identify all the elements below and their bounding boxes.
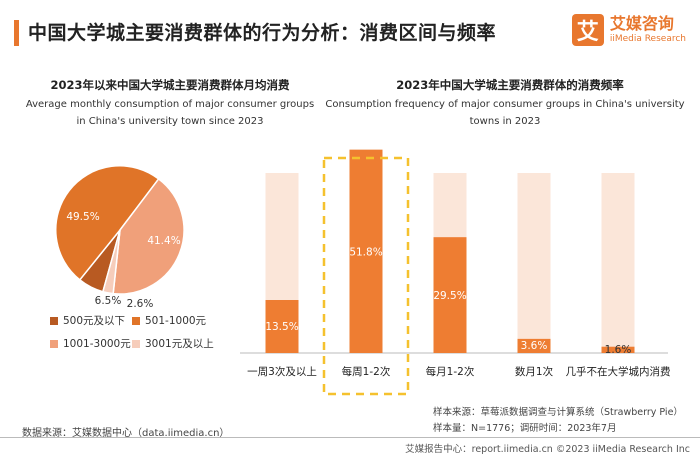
bar-value-label: 13.5%: [265, 321, 298, 333]
brand-logo: 艾 艾媒咨询 iiMedia Research: [571, 14, 686, 46]
pie-slice-label: 6.5%: [95, 295, 122, 307]
legend-swatch: [50, 316, 58, 325]
legend-swatch: [50, 339, 58, 348]
bar-value-label: 29.5%: [433, 290, 466, 302]
highlight-box: [322, 156, 410, 396]
pie-chart-title-en-2: in China's university town since 2023: [76, 116, 264, 127]
bar-chart-title: 2023年中国大学城主要消费群体的消费频率: [396, 78, 624, 92]
pie-slice-label: 49.5%: [66, 211, 99, 223]
bar: [601, 346, 635, 353]
pie-chart-title: 2023年以来中国大学城主要消费群体月均消费: [50, 78, 290, 92]
sample-notes: 样本来源：草莓派数据调查与计算系统（Strawberry Pie） 样本量：N=…: [433, 405, 683, 437]
category-label: 每月1-2次: [426, 365, 475, 378]
footer-divider: [0, 437, 700, 438]
title-accent-bar: [14, 20, 19, 46]
bar-value-label: 3.6%: [521, 340, 548, 352]
category-label: 数月1次: [515, 365, 554, 378]
footer-text: 艾媒报告中心：report.iimedia.cn ©2023 iiMedia R…: [405, 444, 690, 455]
bar: [265, 300, 299, 353]
bar: [517, 338, 551, 353]
bar: [433, 237, 467, 353]
bar-background: [517, 173, 551, 353]
legend-swatch: [132, 339, 140, 348]
data-source: 数据来源：艾媒数据中心（data.iimedia.cn）: [22, 428, 230, 439]
category-label: 几乎不在大学城内消费: [566, 365, 671, 378]
bar-value-label: 51.8%: [349, 246, 382, 258]
bar-background: [601, 173, 635, 353]
bar-chart-title-en-2: towns in 2023: [469, 116, 541, 127]
page-title: 中国大学城主要消费群体的行为分析：消费区间与频率: [28, 22, 497, 44]
legend-label: 501-1000元: [145, 315, 207, 327]
logo-name-en: iiMedia Research: [609, 34, 686, 44]
pie-chart-title-en-1: Average monthly consumption of major con…: [25, 99, 315, 110]
legend-item: 3001元及以上: [132, 336, 232, 351]
legend-swatch: [132, 316, 140, 325]
pie-slice-label: 41.4%: [147, 235, 180, 247]
legend-label: 3001元及以上: [145, 338, 214, 350]
category-label: 一周3次及以上: [247, 365, 317, 378]
bar-chart-title-en-1: Consumption frequency of major consumer …: [325, 99, 685, 110]
pie-legend: 500元及以下 501-1000元 1001-3000元 3001元及以上: [50, 313, 240, 351]
legend-item: 500元及以下: [50, 313, 132, 328]
sample-size-note: 样本量：N=1776；调研时间：2023年7月: [433, 423, 617, 434]
legend-label: 1001-3000元: [63, 338, 131, 350]
legend-item: 1001-3000元: [50, 336, 132, 351]
legend-item: 501-1000元: [132, 313, 232, 328]
bar-value-label: 1.6%: [605, 344, 632, 356]
pie-slice: [55, 165, 160, 281]
logo-name-cn: 艾媒咨询: [609, 14, 674, 33]
bar: [349, 149, 383, 353]
category-label: 每周1-2次: [342, 365, 391, 378]
legend-label: 500元及以下: [63, 315, 126, 327]
logo-icon: 艾: [571, 14, 604, 46]
pie-slice: [101, 229, 121, 295]
pie-slice-label: 2.6%: [127, 298, 154, 310]
sample-source-note: 样本来源：草莓派数据调查与计算系统（Strawberry Pie）: [433, 407, 683, 418]
pie-slice: [112, 177, 185, 295]
